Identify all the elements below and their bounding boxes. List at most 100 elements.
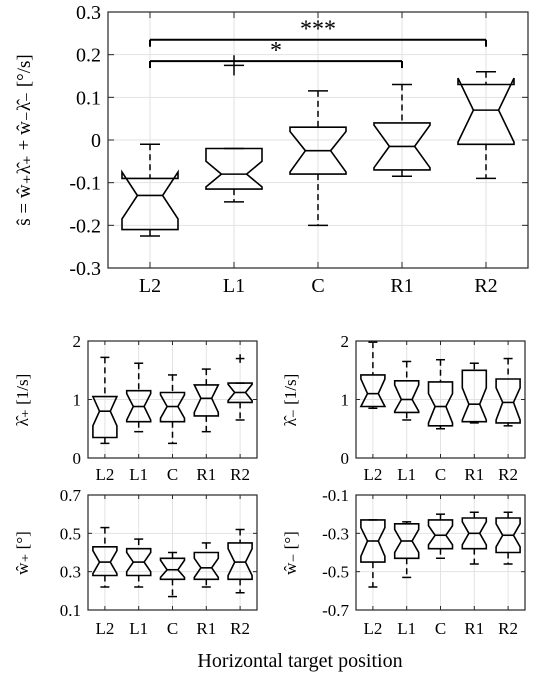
- box-C: [289, 90, 347, 227]
- box-C: [159, 551, 186, 598]
- notched-box: [125, 547, 152, 577]
- y-tick-label: 0.3: [60, 563, 81, 582]
- y-tick-label: 0: [341, 449, 350, 468]
- y-tick-label: 0.3: [76, 2, 101, 24]
- box-L2: [121, 143, 179, 237]
- x-category-label: L1: [223, 275, 245, 297]
- box-R1: [193, 368, 220, 433]
- box-R2: [495, 357, 521, 427]
- panel-lambda-minus: 0 1 2 L2 L1 C R1 R2 λ̂₋ [1/s]: [281, 332, 526, 484]
- x-category-label: C: [167, 619, 178, 638]
- x-category-label: R2: [230, 619, 250, 638]
- notched-box: [289, 126, 347, 175]
- notched-box: [495, 378, 521, 424]
- panel-s-total: ****-0.3-0.2-0.100.10.20.3L2 L1 C R1 R2ŝ = ŵ…: [14, 2, 529, 297]
- notched-box: [205, 147, 263, 190]
- box-L2: [92, 526, 118, 588]
- y-tick-label: 2: [73, 332, 82, 351]
- notched-box: [461, 369, 488, 423]
- notched-box: [227, 542, 253, 581]
- box-R1: [193, 542, 220, 588]
- y-axis-label: λ̂₋ [1/s]: [281, 374, 300, 427]
- y-tick-label: -0.2: [69, 215, 101, 237]
- y-tick-label: 1: [341, 390, 350, 409]
- x-category-label: R1: [464, 465, 484, 484]
- notched-box: [159, 391, 186, 423]
- y-axis-label: ŵ₋ [°]: [281, 531, 300, 575]
- x-category-label: C: [435, 465, 446, 484]
- x-category-label: L1: [397, 465, 416, 484]
- y-tick-label: -0.1: [69, 173, 101, 195]
- notched-box: [495, 517, 521, 554]
- x-category-label: C: [311, 275, 324, 297]
- x-category-label: L2: [363, 619, 382, 638]
- panel-w-minus: -0.7 -0.5 -0.3 -0.1 L2 L1 C R1 R2 ŵ₋ [°]: [281, 486, 526, 638]
- x-category-label: R2: [498, 619, 518, 638]
- notched-box: [393, 522, 420, 560]
- box-C: [427, 358, 454, 430]
- figure-xlabel: Horizontal target position: [197, 650, 402, 672]
- box-C: [427, 513, 454, 559]
- box-L1: [393, 521, 420, 579]
- x-category-label: R1: [390, 275, 413, 297]
- box-L1: [125, 362, 152, 433]
- box-L2: [359, 341, 387, 410]
- y-tick-label: -0.3: [69, 258, 101, 280]
- y-tick-label: 0: [91, 130, 101, 152]
- box-R1: [373, 83, 431, 178]
- y-axis-label: ŵ₊ [°]: [13, 531, 32, 575]
- notched-box: [373, 122, 431, 171]
- y-tick-label: -0.1: [322, 486, 349, 505]
- box-L2: [91, 356, 119, 445]
- box-L1: [205, 55, 263, 203]
- x-category-label: L2: [139, 275, 161, 297]
- x-category-label: R1: [196, 465, 216, 484]
- notched-box: [121, 169, 179, 231]
- x-category-label: L1: [129, 465, 148, 484]
- x-category-label: L2: [363, 465, 382, 484]
- box-L1: [125, 538, 152, 588]
- y-axis-label: ŝ = ŵ₊λ̂₊ + ŵ₋λ̂₋ [°/s]: [14, 54, 35, 225]
- y-tick-label: 0.1: [60, 601, 81, 620]
- notched-box: [359, 374, 387, 408]
- box-R2: [227, 528, 253, 594]
- y-tick-label: -0.3: [322, 524, 349, 543]
- significance-label: ***: [300, 17, 336, 43]
- y-tick-label: 0.2: [76, 45, 101, 67]
- x-category-label: L2: [95, 619, 114, 638]
- notched-box: [360, 519, 386, 563]
- box-R2: [495, 511, 521, 565]
- x-category-label: L1: [129, 619, 148, 638]
- notched-box: [427, 519, 454, 550]
- notched-box: [427, 381, 454, 427]
- box-R2: [457, 70, 515, 180]
- y-tick-label: 0.1: [76, 87, 101, 109]
- y-tick-label: 2: [341, 332, 350, 351]
- box-C: [159, 374, 186, 445]
- notched-box: [457, 77, 515, 146]
- box-R2: [227, 354, 253, 421]
- box-R1: [461, 362, 488, 424]
- y-tick-label: 0.7: [60, 486, 82, 505]
- panel-w-plus: 0.1 0.3 0.5 0.7 L2 L1 C R1 R2 ŵ₊ [°]: [13, 486, 258, 638]
- y-tick-label: -0.7: [322, 601, 349, 620]
- x-category-label: R2: [498, 465, 518, 484]
- box-L2: [360, 519, 386, 588]
- y-tick-label: 0.5: [60, 524, 81, 543]
- notched-box: [125, 389, 152, 423]
- y-tick-label: 0: [73, 449, 82, 468]
- notched-box: [193, 551, 220, 581]
- notched-box: [461, 517, 488, 550]
- notched-box: [193, 384, 220, 417]
- x-category-label: R1: [464, 619, 484, 638]
- x-category-label: R2: [474, 275, 497, 297]
- x-category-label: C: [167, 465, 178, 484]
- notched-box: [92, 545, 118, 577]
- x-category-label: L2: [95, 465, 114, 484]
- notched-box: [159, 557, 186, 581]
- panel-lambda-plus: 0 1 2 L2 L1 C R1 R2 λ̂₊ [1/s]: [13, 332, 258, 484]
- y-tick-label: -0.5: [322, 563, 349, 582]
- x-category-label: L1: [397, 619, 416, 638]
- box-L1: [393, 360, 420, 421]
